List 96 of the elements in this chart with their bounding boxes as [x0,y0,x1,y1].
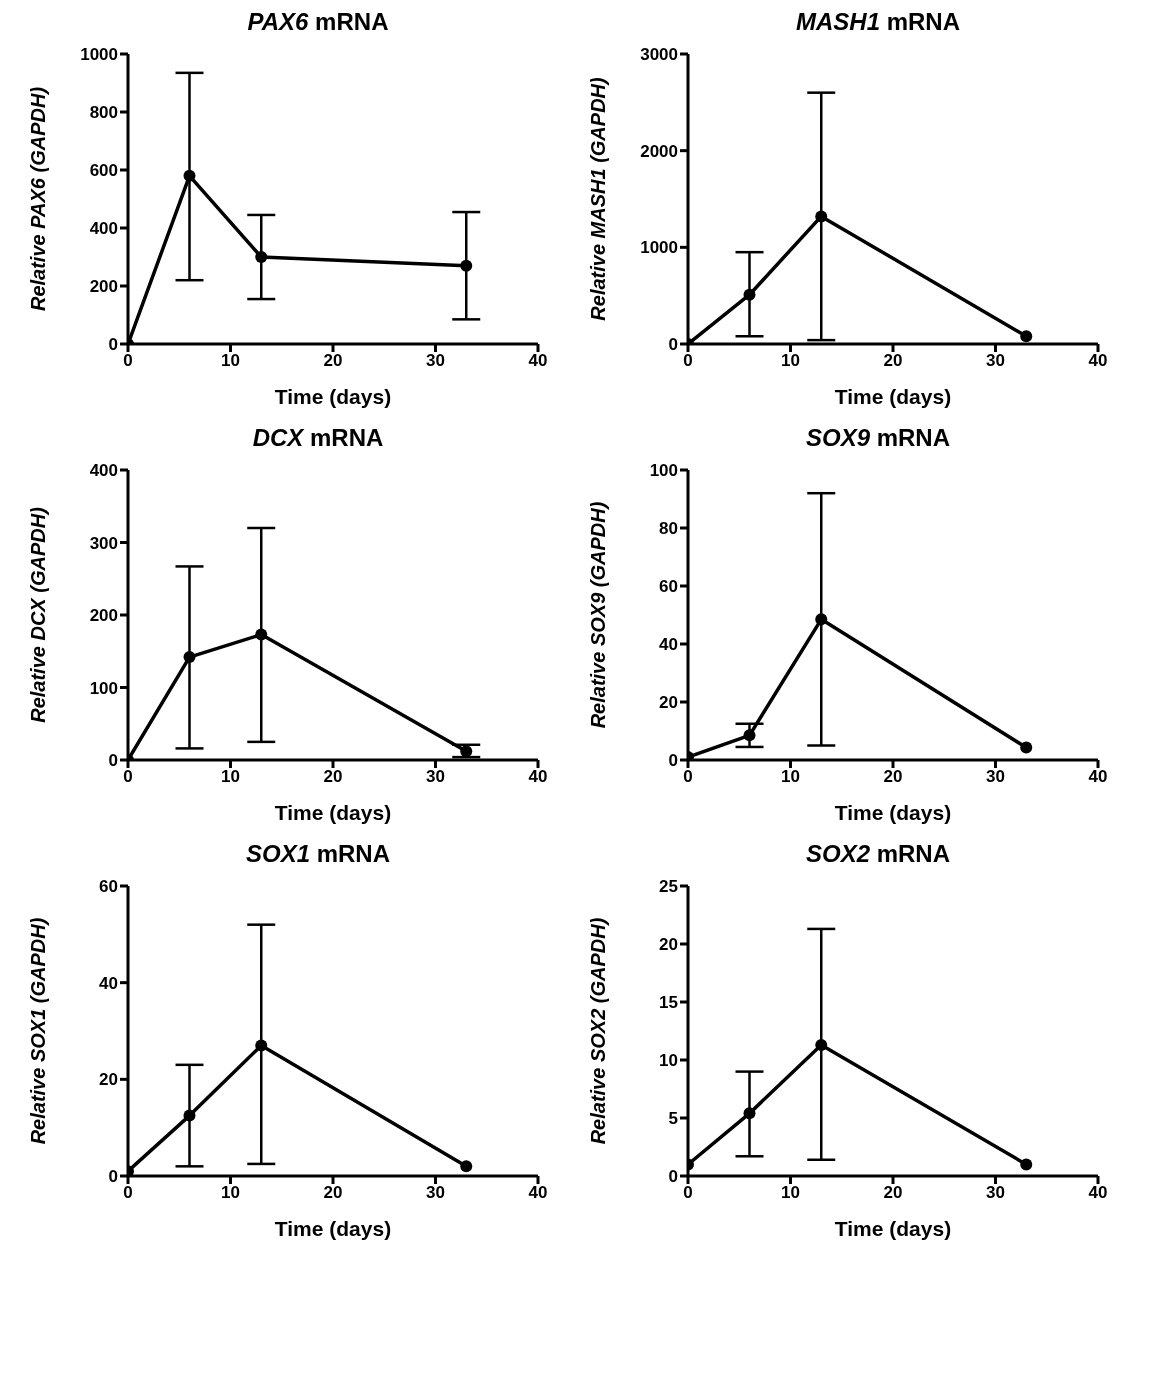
point [255,251,268,263]
y-tick-label: 0 [668,751,678,771]
y-tick-label: 20 [659,693,678,713]
x-axis-title: Time (days) [834,1217,952,1240]
point [815,210,828,223]
x-tick-label: 30 [426,351,445,371]
x-tick-label: 30 [986,351,1005,371]
y-axis-title: Relative SOX9 (GAPDH) [587,501,610,729]
x-tick-label: 20 [883,1183,903,1203]
y-tick-label: 40 [659,635,678,655]
y-tick-label: 200 [89,606,118,626]
x-tick-label: 20 [883,767,903,787]
y-tick-label: 60 [99,877,118,897]
x-axis-title: Time (days) [274,385,392,408]
point [183,1109,196,1122]
x-tick-label: 40 [1088,1183,1108,1203]
y-tick-label: 200 [89,277,118,297]
y-tick-label: 0 [108,335,118,355]
chart-title: SOX9 mRNA [804,424,951,453]
point [1020,1158,1033,1171]
y-tick-label: 60 [659,577,678,597]
y-tick-label: 1000 [80,45,118,65]
x-tick-label: 40 [1088,351,1108,371]
y-axis-title: Relative DCX (GAPDH) [27,506,50,723]
y-tick-label: 5 [668,1109,678,1129]
x-tick-label: 40 [528,1183,548,1203]
point [255,628,268,641]
point [255,1039,268,1052]
x-tick-label: 0 [683,767,693,787]
x-tick-label: 0 [683,351,693,371]
chart-title: PAX6 mRNA [246,8,390,37]
y-tick-label: 40 [99,973,118,993]
y-tick-label: 20 [99,1070,118,1090]
x-tick-label: 30 [986,1183,1005,1203]
chart-title: DCX mRNA [251,424,385,453]
x-tick-label: 10 [221,1183,240,1203]
point [1020,741,1033,754]
point [183,169,196,182]
x-axis-title: Time (days) [834,385,952,408]
y-axis-title: Relative SOX2 (GAPDH) [587,917,610,1145]
y-tick-label: 2000 [640,141,678,161]
y-tick-label: 0 [668,1167,678,1187]
x-tick-label: 20 [323,1183,343,1203]
y-tick-label: 10 [659,1051,678,1071]
x-tick-label: 30 [426,767,445,787]
point [460,259,473,272]
x-tick-label: 10 [781,351,800,371]
y-tick-label: 80 [659,519,678,539]
y-tick-label: 300 [89,533,118,553]
x-tick-label: 30 [986,767,1005,787]
x-tick-label: 10 [781,767,800,787]
y-tick-label: 1000 [640,238,678,258]
y-tick-label: 100 [649,461,678,481]
x-tick-label: 30 [426,1183,445,1203]
y-axis-title: Relative MASH1 (GAPDH) [587,76,610,321]
chart-title: MASH1 mRNA [795,8,961,37]
point [743,729,756,742]
y-tick-label: 600 [89,161,118,181]
x-tick-label: 0 [123,767,133,787]
x-tick-label: 20 [323,767,343,787]
x-axis-title: Time (days) [274,1217,392,1240]
x-axis-title: Time (days) [274,801,392,824]
x-tick-label: 40 [528,351,548,371]
y-tick-label: 25 [659,877,678,897]
y-tick-label: 100 [89,678,118,698]
y-tick-label: 20 [659,935,678,955]
point [815,1038,828,1051]
y-tick-label: 3000 [640,45,678,65]
x-tick-label: 10 [781,1183,800,1203]
x-tick-label: 0 [123,1183,133,1203]
x-tick-label: 0 [123,351,133,371]
point [815,613,828,626]
x-tick-label: 40 [528,767,548,787]
point [743,288,756,301]
y-tick-label: 0 [108,1167,118,1187]
chart-title: SOX2 mRNA [804,840,951,869]
point [183,651,196,664]
point [460,1160,473,1173]
x-tick-label: 10 [221,351,240,371]
y-tick-label: 800 [89,103,118,123]
chart-title: SOX1 mRNA [244,840,391,869]
x-tick-label: 10 [221,767,240,787]
x-tick-label: 40 [1088,767,1108,787]
y-tick-label: 0 [108,751,118,771]
y-tick-label: 15 [659,993,678,1013]
x-axis-title: Time (days) [834,801,952,824]
y-tick-label: 0 [668,335,678,355]
x-tick-label: 0 [683,1183,693,1203]
x-tick-label: 20 [323,351,343,371]
y-tick-label: 400 [89,461,118,481]
y-axis-title: Relative SOX1 (GAPDH) [27,917,50,1145]
y-tick-label: 400 [89,219,118,239]
point [743,1107,756,1120]
y-axis-title: Relative PAX6 (GAPDH) [27,86,50,312]
x-tick-label: 20 [883,351,903,371]
point [1020,330,1033,343]
